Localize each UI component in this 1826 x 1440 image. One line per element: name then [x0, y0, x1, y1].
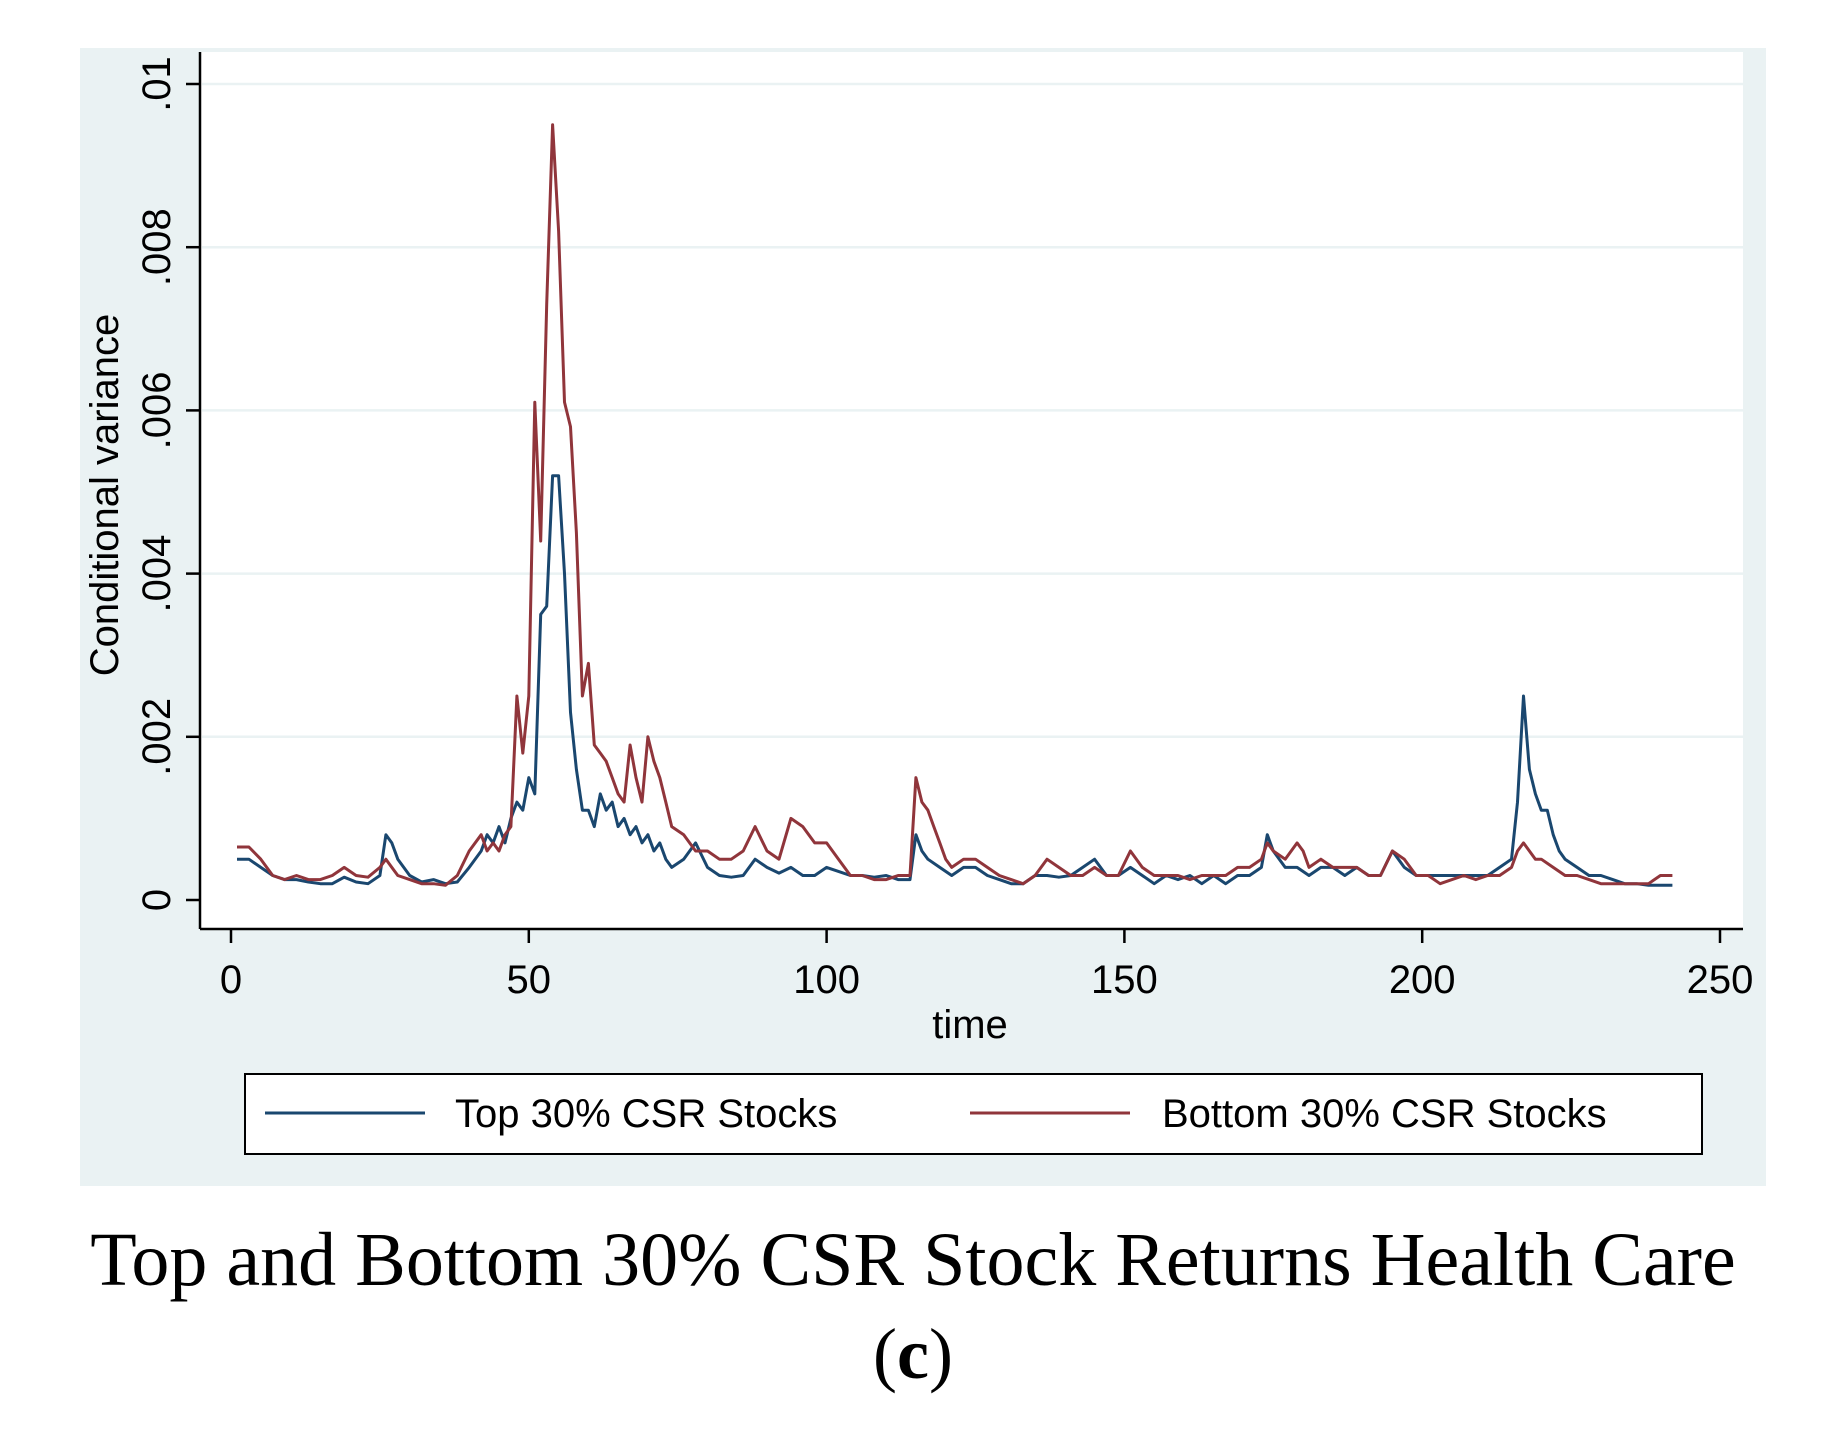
x-tick-label: 250: [1687, 958, 1754, 1002]
legend: Top 30% CSR Stocks Bottom 30% CSR Stocks: [244, 1073, 1703, 1155]
figure-label-close: ): [928, 1314, 953, 1394]
figure-label-letter: c: [897, 1314, 929, 1394]
y-tick-label: .006: [135, 371, 179, 449]
plot-area: [200, 52, 1743, 929]
y-tick-label: .008: [135, 208, 179, 286]
gridlines: [202, 82, 1743, 739]
x-tick-label: 200: [1389, 958, 1456, 1002]
series-line-bottom-30: [237, 123, 1673, 887]
x-tick-label: 100: [793, 958, 860, 1002]
x-axis-label: time: [932, 1003, 1008, 1047]
figure-label: (c): [0, 1318, 1826, 1390]
y-axis-label: Conditional variance: [83, 314, 127, 676]
y-tick-label: .01: [135, 56, 179, 112]
figure-label-open: (: [873, 1314, 898, 1394]
legend-label-bottom: Bottom 30% CSR Stocks: [1162, 1092, 1607, 1136]
figure-caption: Top and Bottom 30% CSR Stock Returns Hea…: [90, 1218, 1736, 1302]
legend-label-top: Top 30% CSR Stocks: [455, 1092, 837, 1136]
y-tick-label: 0: [135, 889, 179, 911]
y-tick-label: .004: [135, 535, 179, 613]
x-tick-label: 150: [1091, 958, 1158, 1002]
x-tick-label: 50: [507, 958, 552, 1002]
y-tick-label: .002: [135, 698, 179, 776]
series-layer: [237, 123, 1673, 887]
x-tick-label: 0: [220, 958, 242, 1002]
y-ticks: 0 .002 .004 .006 .008 .01: [135, 56, 200, 911]
x-ticks: 0 50 100 150 200 250: [220, 929, 1754, 1002]
